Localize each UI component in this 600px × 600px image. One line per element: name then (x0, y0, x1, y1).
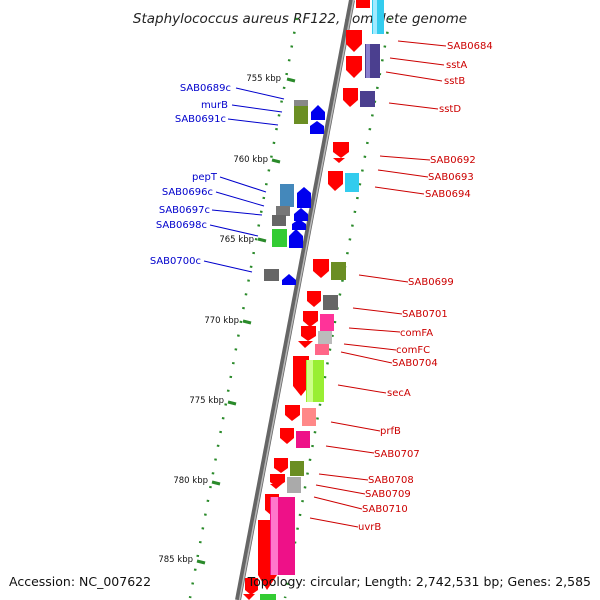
tick-label-765: 765 kbp (219, 235, 254, 245)
accession-text: Accession: NC_007622 (9, 574, 151, 589)
reverse-strand-features (264, 100, 325, 285)
tick-label-770: 770 kbp (204, 316, 239, 326)
gene-label-SAB0693: SAB0693 (428, 172, 474, 183)
genome-backbone (235, 0, 355, 600)
gene-label-SAB0707: SAB0707 (374, 449, 420, 460)
gene-label-SAB0701: SAB0701 (402, 309, 448, 320)
gene-label-SAB0710: SAB0710 (362, 504, 408, 515)
gene-label-SAB0697c: SAB0697c (159, 205, 210, 216)
gene-label-comFC: comFC (396, 345, 430, 356)
gene-label-SAB0694: SAB0694 (425, 189, 471, 200)
gene-label-SAB0700c: SAB0700c (150, 256, 201, 267)
outer-dotted-guide (188, 17, 299, 599)
tick-label-755: 755 kbp (246, 74, 281, 84)
gene-label-SAB0698c: SAB0698c (156, 220, 207, 231)
gene-label-SAB0691c: SAB0691c (175, 114, 226, 125)
gene-label-SAB0699: SAB0699 (408, 277, 454, 288)
gene-label-secA: secA (387, 388, 411, 399)
gene-label-SAB0684: SAB0684 (447, 41, 493, 52)
reverse-gene-labels: SAB0689c murB SAB0691c pepT SAB0696c SAB… (150, 83, 231, 267)
leader-lines (203, 40, 447, 528)
gene-label-prfB: prfB (380, 426, 401, 437)
scale-ticks: 755 kbp 760 kbp 765 kbp 770 kbp 775 kbp … (158, 74, 296, 565)
gene-label-pepT: pepT (192, 172, 218, 183)
tick-label-780: 780 kbp (173, 476, 208, 486)
gene-label-sstB: sstB (444, 76, 465, 87)
gene-label-murB: murB (201, 100, 228, 111)
gene-label-SAB0692: SAB0692 (430, 155, 476, 166)
tick-label-760: 760 kbp (233, 155, 268, 165)
gene-label-SAB0689c: SAB0689c (180, 83, 231, 94)
gene-label-SAB0709: SAB0709 (365, 489, 411, 500)
topology-text: Topology: circular; Length: 2,742,531 bp… (247, 574, 591, 589)
gene-label-uvrB: uvrB (358, 522, 381, 533)
gene-label-SAB0696c: SAB0696c (162, 187, 213, 198)
gene-label-SAB0708: SAB0708 (368, 475, 414, 486)
tick-label-785: 785 kbp (158, 555, 193, 565)
genome-title: Staphylococcus aureus RF122, complete ge… (133, 11, 467, 27)
gene-label-SAB0704: SAB0704 (392, 358, 438, 369)
gene-label-sstD: sstD (439, 104, 461, 115)
tick-label-775: 775 kbp (189, 396, 224, 406)
gene-label-sstA: sstA (446, 60, 467, 71)
forward-strand-features (243, 0, 384, 600)
forward-gene-labels: SAB0684 sstA sstB sstD SAB0692 SAB0693 S… (358, 41, 493, 533)
gene-label-comFA: comFA (400, 328, 433, 339)
